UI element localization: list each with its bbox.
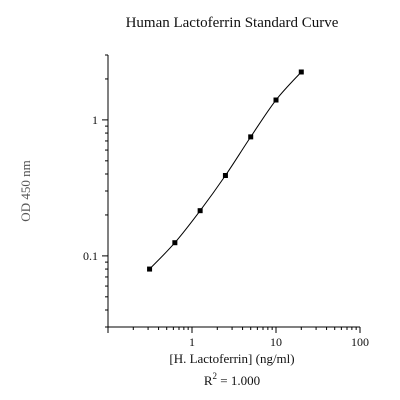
data-point-marker: [248, 134, 254, 140]
data-point-marker: [197, 208, 203, 214]
x-tick-label: 1: [189, 335, 195, 349]
r-squared-annotation: R2 = 1.000: [204, 371, 260, 388]
x-tick-label: 10: [270, 335, 282, 349]
y-axis-label: OD 450 nm: [18, 160, 33, 221]
data-point-marker: [172, 240, 178, 246]
r-squared-superscript: 2: [213, 371, 218, 381]
series-line: [149, 71, 302, 270]
data-point-marker: [147, 266, 153, 272]
r-squared-value: = 1.000: [217, 373, 260, 388]
ticks-group: 1 10 100 0.1 1: [83, 54, 369, 349]
x-axis-label: [H. Lactoferrin] (ng/ml): [169, 351, 294, 366]
r-squared-prefix: R: [204, 373, 213, 388]
y-tick-label: 0.1: [83, 249, 98, 263]
data-point-marker: [273, 97, 279, 103]
x-tick-label: 100: [351, 335, 369, 349]
series-group: [147, 69, 304, 272]
chart-title: Human Lactoferrin Standard Curve: [126, 15, 339, 31]
data-point-marker: [222, 173, 228, 179]
axes-group: [107, 55, 360, 328]
y-tick-label: 1: [92, 113, 98, 127]
data-point-marker: [298, 69, 304, 75]
